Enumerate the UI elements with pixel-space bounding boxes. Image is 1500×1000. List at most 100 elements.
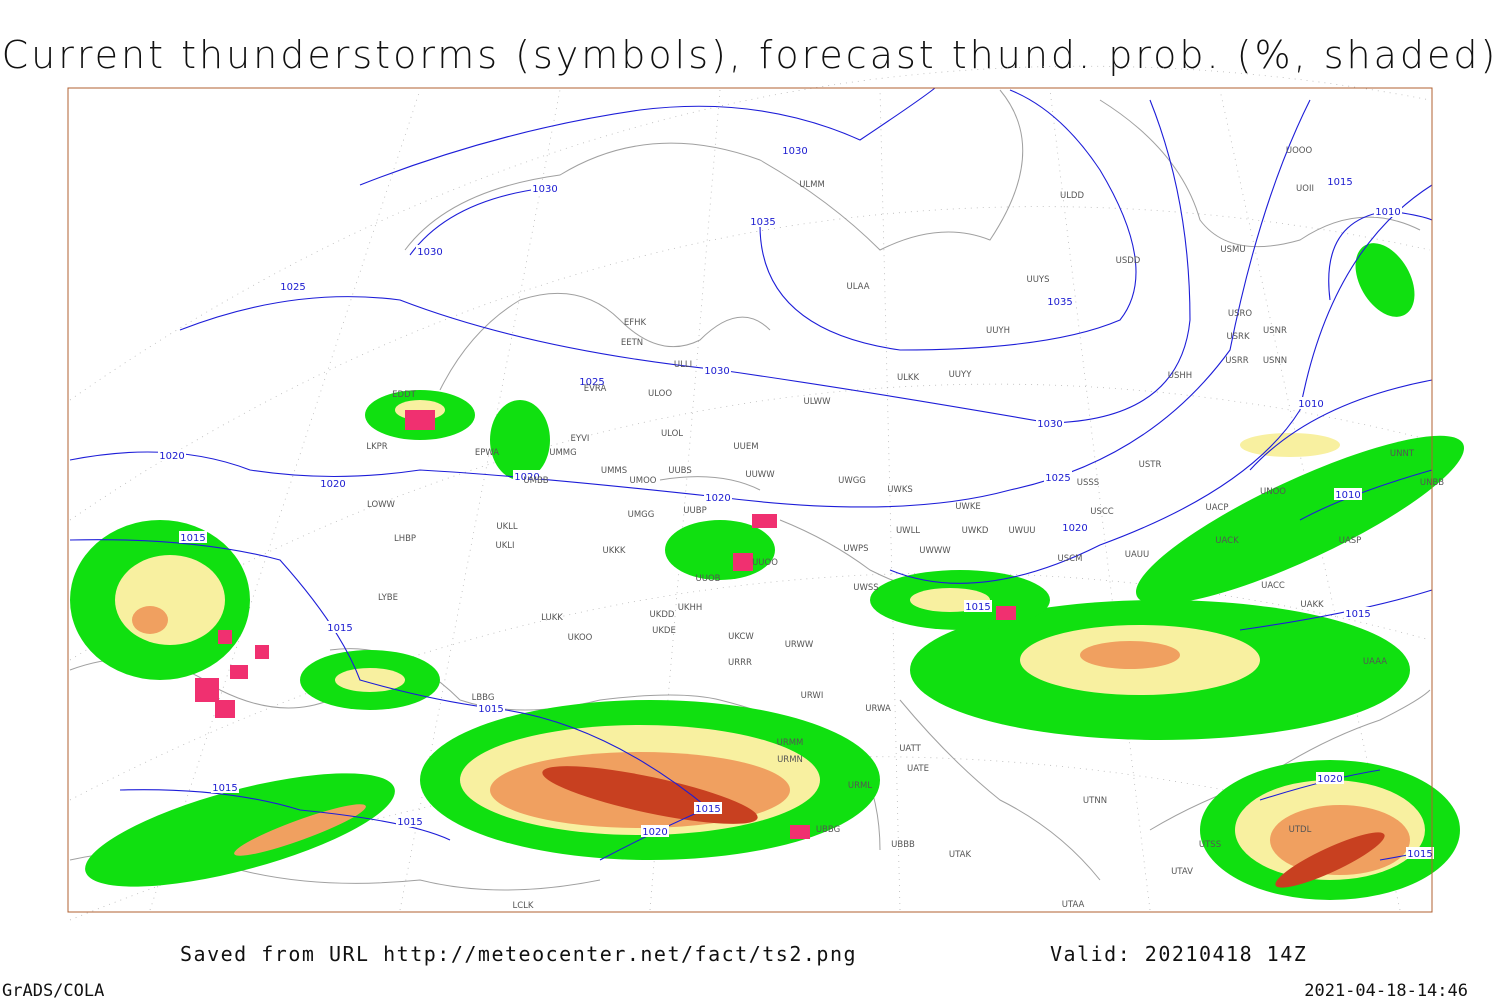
isobar-label-bg — [694, 802, 722, 814]
isobar-label: 1030 — [1037, 419, 1062, 430]
isobar-label-bg — [396, 815, 424, 827]
isobar-label: 1010 — [1298, 399, 1323, 410]
station-label: USSS — [1077, 478, 1099, 488]
station-label: UWWW — [919, 546, 951, 556]
isobar-label-bg — [211, 781, 239, 793]
station-label: UASP — [1339, 536, 1362, 546]
station-label: EPWA — [475, 448, 499, 458]
station-label: URMM — [777, 738, 804, 748]
station-label: UNNT — [1390, 449, 1415, 459]
station-label: UNOO — [1260, 487, 1286, 497]
isobar-label-bg — [279, 280, 307, 292]
isobar-label: 1010 — [1375, 207, 1400, 218]
isobar-label: 1015 — [478, 704, 503, 715]
station-label: UWUU — [1008, 526, 1035, 536]
station-label: UKDD — [650, 610, 675, 620]
station-label: UTAK — [949, 850, 972, 860]
station-label: LUKK — [541, 613, 563, 623]
isobar-label: 1020 — [1317, 774, 1342, 785]
isobar-label-bg — [1036, 417, 1064, 429]
station-label: UACC — [1261, 581, 1285, 591]
source-url: Saved from URL http://meteocenter.net/fa… — [180, 942, 857, 966]
station-label: EYVI — [571, 434, 590, 444]
station-label: UKLL — [496, 522, 518, 532]
station-label: ULMM — [799, 180, 825, 190]
station-label: UAKK — [1300, 600, 1324, 610]
station-label: URWA — [865, 704, 891, 714]
isobar-label: 1030 — [532, 184, 557, 195]
station-label: ULAA — [846, 282, 869, 292]
station-label: UBBG — [816, 825, 840, 835]
isobar-label: 1030 — [704, 366, 729, 377]
station-label: UACK — [1215, 536, 1239, 546]
station-label: UACP — [1206, 503, 1229, 513]
station-label: UMBB — [523, 476, 548, 486]
isobar-label: 1030 — [417, 247, 442, 258]
isobar-label-bg — [416, 245, 444, 257]
station-label: UMMG — [549, 448, 576, 458]
isobar-label: 1015 — [1407, 849, 1432, 860]
station-label: URML — [848, 781, 872, 791]
isobar-label-bg — [477, 702, 505, 714]
station-label: UUOO — [752, 558, 778, 568]
station-label: USRO — [1228, 309, 1253, 319]
station-label: UMMS — [601, 466, 627, 476]
isobar-label: 1010 — [1335, 490, 1360, 501]
station-label: UTDL — [1289, 825, 1312, 835]
isobar-label-bg — [513, 470, 541, 482]
isobar-label: 1025 — [579, 377, 604, 388]
isobar-label: 1020 — [320, 479, 345, 490]
station-label: UKOO — [568, 633, 593, 643]
isobar-label-bg — [1297, 397, 1325, 409]
isobar-label-bg — [1061, 521, 1089, 533]
station-label: USHH — [1168, 371, 1192, 381]
station-label: UMOO — [630, 476, 657, 486]
isobar-label: 1015 — [965, 602, 990, 613]
station-label: UUYS — [1026, 275, 1049, 285]
station-label: UUEM — [733, 442, 758, 452]
isobar-label: 1015 — [1327, 177, 1352, 188]
map-area: 1030 1030 1030 1025 1035 1035 1030 1025 1030 1020… — [67, 65, 1465, 921]
station-label: UKHH — [678, 603, 703, 613]
station-label: URMN — [777, 755, 803, 765]
isobar-label: 1025 — [280, 282, 305, 293]
isobar-label: 1015 — [327, 623, 352, 634]
station-label: LOWW — [367, 500, 396, 510]
isobar-label-bg — [578, 375, 606, 387]
isobar-label-bg — [704, 491, 732, 503]
station-label: USTR — [1139, 460, 1162, 470]
valid-time: Valid: 20210418 14Z — [1050, 942, 1307, 966]
station-label: UOII — [1296, 184, 1314, 194]
station-label: LYBE — [378, 593, 398, 603]
station-label: URWI — [801, 691, 824, 701]
station-label: LCLK — [513, 901, 534, 911]
isobar-label: 1025 — [1045, 473, 1070, 484]
station-label: UKKK — [603, 546, 626, 556]
graticule — [69, 65, 1431, 921]
station-label: USDD — [1116, 256, 1141, 266]
station-label: EETN — [621, 338, 643, 348]
isobar-label-bg — [158, 449, 186, 461]
isobar-label-bg — [179, 531, 207, 543]
station-label: UTNN — [1083, 796, 1107, 806]
isobar-label: 1020 — [159, 451, 184, 462]
station-label: USCM — [1058, 554, 1083, 564]
isobar-label-bg — [326, 621, 354, 633]
isobar-label: 1020 — [1062, 523, 1087, 534]
thunderstorm-symbols — [195, 410, 1016, 839]
station-label: USNR — [1263, 326, 1287, 336]
station-label: UAUU — [1125, 550, 1149, 560]
station-label: UWGG — [838, 476, 866, 486]
isobar-label-bg — [1374, 205, 1402, 217]
station-label: UWKD — [962, 526, 989, 536]
isobar-label: 1020 — [642, 827, 667, 838]
isobar-label: 1035 — [750, 217, 775, 228]
station-label: UWSS — [853, 583, 878, 593]
station-label: UWKS — [887, 485, 913, 495]
isobar-label: 1020 — [705, 493, 730, 504]
station-label: ULOL — [661, 429, 683, 439]
isobar-label: 1015 — [695, 804, 720, 815]
title: Current thunderstorms (symbols), forecas… — [2, 33, 1499, 77]
isobar-label: 1020 — [514, 472, 539, 483]
